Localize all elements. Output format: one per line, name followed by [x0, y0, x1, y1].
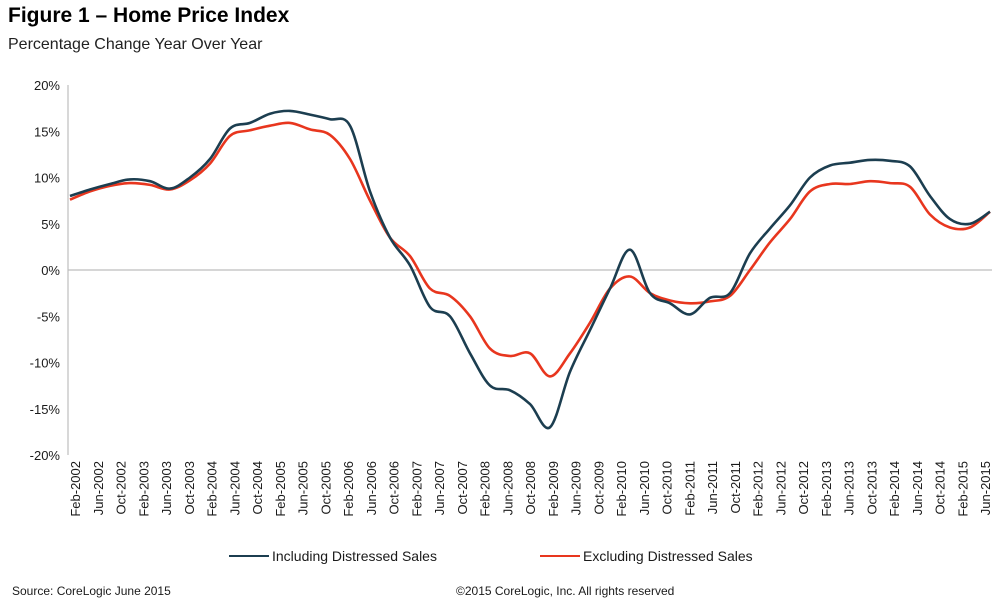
- x-tick-label: Feb-2013: [819, 461, 834, 517]
- x-tick-label: Oct-2007: [455, 461, 470, 514]
- x-tick-label: Feb-2010: [614, 461, 629, 517]
- x-tick-label: Oct-2012: [796, 461, 811, 514]
- x-tick-label: Jun-2013: [842, 461, 857, 515]
- y-tick-label: 10%: [34, 171, 60, 186]
- x-tick-label: Oct-2009: [591, 461, 606, 514]
- y-tick-label: 15%: [34, 124, 60, 139]
- x-tick-label: Oct-2008: [523, 461, 538, 514]
- x-tick-label: Feb-2006: [341, 461, 356, 517]
- series-line-excluding: [69, 121, 991, 378]
- x-tick-label: Jun-2009: [569, 461, 584, 515]
- chart-subtitle: Percentage Change Year Over Year: [8, 36, 263, 53]
- x-tick-label: Jun-2002: [91, 461, 106, 515]
- legend-item-including: Including Distressed Sales: [229, 548, 437, 564]
- x-tick-label: Oct-2014: [933, 461, 948, 514]
- x-tick-label: Feb-2002: [68, 461, 83, 517]
- x-tick-label: Oct-2010: [660, 461, 675, 514]
- x-tick-label: Oct-2005: [318, 461, 333, 514]
- x-tick-label: Feb-2005: [273, 461, 288, 517]
- x-tick-label: Jun-2007: [432, 461, 447, 515]
- x-axis-labels: Feb-2002 Jun-2002 Oct-2002 Feb-2003 Jun-2003…: [68, 461, 993, 517]
- series-line-including: [69, 109, 991, 430]
- x-tick-label: Jun-2003: [159, 461, 174, 515]
- x-tick-label: Oct-2004: [250, 461, 265, 514]
- x-tick-label: Oct-2011: [728, 461, 743, 514]
- x-tick-label: Jun-2011: [705, 461, 720, 514]
- x-tick-label: Feb-2009: [546, 461, 561, 517]
- y-tick-label: -20%: [30, 448, 61, 463]
- source-note: Source: CoreLogic June 2015: [12, 584, 171, 598]
- x-tick-label: Oct-2013: [864, 461, 879, 514]
- x-tick-label: Jun-2005: [296, 461, 311, 515]
- x-tick-label: Jun-2012: [773, 461, 788, 515]
- x-tick-label: Oct-2006: [387, 461, 402, 514]
- x-tick-label: Oct-2003: [182, 461, 197, 514]
- x-tick-label: Feb-2015: [955, 461, 970, 517]
- legend-swatch-excluding: [540, 555, 580, 557]
- y-tick-label: -15%: [30, 402, 61, 417]
- x-tick-label: Jun-2008: [500, 461, 515, 515]
- series-lines: [69, 109, 991, 430]
- x-tick-label: Jun-2010: [637, 461, 652, 515]
- copyright-note: ©2015 CoreLogic, Inc. All rights reserve…: [456, 584, 675, 598]
- legend-label-including: Including Distressed Sales: [272, 548, 437, 564]
- x-tick-label: Oct-2002: [114, 461, 129, 514]
- x-tick-label: Jun-2015: [978, 461, 993, 515]
- legend-label-excluding: Excluding Distressed Sales: [583, 548, 753, 564]
- legend-item-excluding: Excluding Distressed Sales: [540, 548, 753, 564]
- legend: Including Distressed Sales Excluding Dis…: [0, 548, 1005, 568]
- x-tick-label: Jun-2004: [227, 461, 242, 515]
- x-tick-label: Jun-2006: [364, 461, 379, 515]
- x-tick-label: Feb-2003: [136, 461, 151, 517]
- x-tick-label: Feb-2004: [205, 461, 220, 517]
- chart-title: Figure 1 – Home Price Index: [8, 4, 290, 27]
- y-tick-label: 0%: [41, 263, 60, 278]
- y-tick-label: 5%: [41, 217, 60, 232]
- x-tick-label: Jun-2014: [910, 461, 925, 515]
- y-tick-label: 20%: [34, 78, 60, 93]
- x-tick-label: Feb-2012: [751, 461, 766, 517]
- legend-swatch-including: [229, 555, 269, 557]
- y-tick-label: -10%: [30, 356, 61, 371]
- y-axis-labels: 20% 15% 10% 5% 0% -5% -10% -15% -20%: [30, 78, 61, 463]
- line-chart: 20% 15% 10% 5% 0% -5% -10% -15% -20% Feb-2002 Jun…: [30, 78, 993, 517]
- y-tick-label: -5%: [37, 309, 61, 324]
- x-tick-label: Feb-2014: [887, 461, 902, 517]
- x-tick-label: Feb-2007: [409, 461, 424, 517]
- x-tick-label: Feb-2008: [478, 461, 493, 517]
- x-tick-label: Feb-2011: [682, 461, 697, 516]
